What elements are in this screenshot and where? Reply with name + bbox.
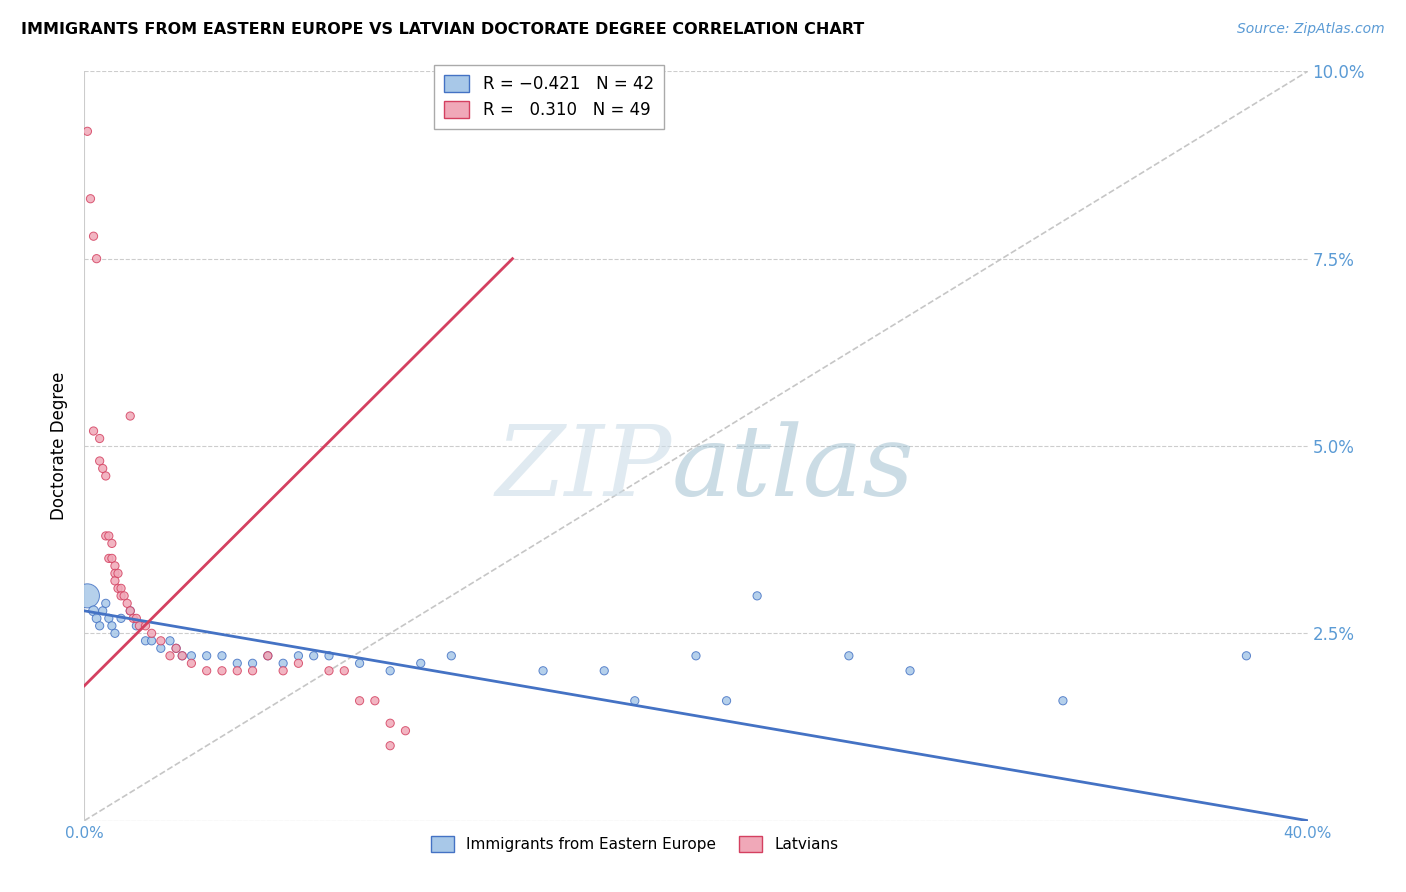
Point [593, 664, 616, 678]
Point [91, 461, 114, 475]
Point [409, 657, 432, 671]
Point [685, 648, 707, 663]
Point [97, 529, 120, 543]
Point [149, 633, 172, 648]
Point [172, 648, 194, 663]
Point [122, 611, 145, 625]
Point [172, 648, 194, 663]
Point [120, 604, 142, 618]
Point [271, 657, 294, 671]
Point [716, 694, 738, 708]
Point [104, 574, 127, 588]
Point [115, 596, 138, 610]
Point [135, 633, 157, 648]
Point [107, 566, 129, 581]
Point [97, 551, 120, 566]
Point [195, 664, 218, 678]
Point [120, 604, 142, 618]
Point [211, 664, 233, 678]
Point [101, 551, 124, 566]
Point [838, 648, 860, 663]
Point [180, 657, 202, 671]
Point [101, 619, 124, 633]
Point [86, 252, 108, 266]
Point [349, 657, 371, 671]
Point [125, 619, 148, 633]
Point [76, 124, 98, 138]
Point [380, 739, 402, 753]
Point [1236, 648, 1258, 663]
Point [159, 633, 181, 648]
Point [120, 409, 142, 423]
Point [76, 589, 98, 603]
Point [257, 648, 280, 663]
Point [141, 633, 163, 648]
Point [531, 664, 554, 678]
Point [364, 694, 387, 708]
Text: ZIP: ZIP [495, 421, 672, 516]
Point [128, 619, 150, 633]
Point [101, 536, 124, 550]
Point [107, 582, 129, 596]
Legend: Immigrants from Eastern Europe, Latvians: Immigrants from Eastern Europe, Latvians [425, 830, 845, 858]
Point [104, 566, 127, 581]
Text: Source: ZipAtlas.com: Source: ZipAtlas.com [1237, 22, 1385, 37]
Point [1052, 694, 1074, 708]
Point [94, 469, 117, 483]
Point [83, 424, 105, 438]
Point [125, 611, 148, 625]
Point [287, 657, 309, 671]
Point [180, 648, 202, 663]
Point [318, 664, 340, 678]
Point [110, 582, 132, 596]
Point [83, 229, 105, 244]
Point [242, 664, 264, 678]
Point [104, 558, 127, 573]
Point [110, 611, 132, 625]
Point [165, 641, 187, 656]
Point [380, 716, 402, 731]
Point [226, 664, 249, 678]
Point [440, 648, 463, 663]
Point [141, 626, 163, 640]
Point [89, 619, 111, 633]
Point [91, 604, 114, 618]
Point [333, 664, 356, 678]
Point [159, 648, 181, 663]
Point [898, 664, 921, 678]
Point [394, 723, 416, 738]
Point [380, 664, 402, 678]
Point [94, 529, 117, 543]
Point [149, 641, 172, 656]
Point [195, 648, 218, 663]
Point [94, 596, 117, 610]
Point [110, 589, 132, 603]
Point [257, 648, 280, 663]
Point [271, 664, 294, 678]
Point [624, 694, 647, 708]
Point [747, 589, 769, 603]
Text: IMMIGRANTS FROM EASTERN EUROPE VS LATVIAN DOCTORATE DEGREE CORRELATION CHART: IMMIGRANTS FROM EASTERN EUROPE VS LATVIA… [21, 22, 865, 37]
Point [135, 619, 157, 633]
Point [165, 641, 187, 656]
Point [97, 611, 120, 625]
Point [104, 626, 127, 640]
Point [89, 454, 111, 468]
Point [226, 657, 249, 671]
Point [79, 192, 101, 206]
Y-axis label: Doctorate Degree: Doctorate Degree [51, 372, 69, 520]
Point [287, 648, 309, 663]
Point [83, 604, 105, 618]
Point [112, 589, 135, 603]
Point [86, 611, 108, 625]
Point [211, 648, 233, 663]
Text: atlas: atlas [672, 421, 914, 516]
Point [242, 657, 264, 671]
Point [349, 694, 371, 708]
Point [318, 648, 340, 663]
Point [302, 648, 325, 663]
Point [89, 432, 111, 446]
